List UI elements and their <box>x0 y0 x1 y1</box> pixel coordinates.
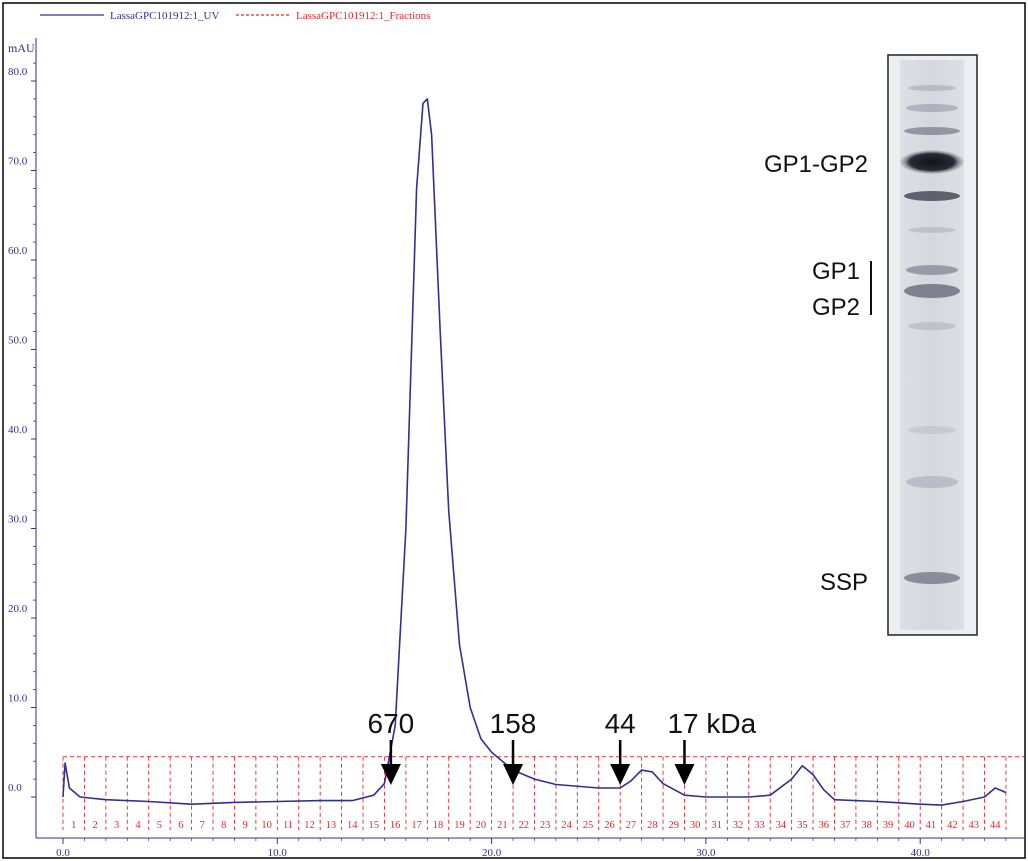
fraction-label: 3 <box>114 820 119 831</box>
gel-band <box>906 476 958 488</box>
fraction-label: 1 <box>71 820 76 831</box>
fraction-label: 13 <box>326 820 337 831</box>
fraction-label: 5 <box>157 820 162 831</box>
x-ticks: 0.0 10.0 20.0 30.0 40.0 <box>56 838 1007 859</box>
fraction-label: 43 <box>969 820 980 831</box>
y-axis-label: mAU <box>8 41 35 55</box>
gel-band <box>904 127 960 135</box>
fraction-label: 11 <box>283 820 293 831</box>
marker-label: 17 kDa <box>667 708 756 739</box>
fraction-label: 38 <box>861 820 872 831</box>
fraction-label: 16 <box>390 820 401 831</box>
marker-label: 44 <box>605 708 636 739</box>
y-ticks: 0.0 10.0 20.0 30.0 40.0 50.0 60.0 70.0 80.0 <box>8 62 36 798</box>
gel-band <box>908 322 956 330</box>
gel-lane <box>900 60 964 630</box>
fraction-label: 25 <box>583 820 594 831</box>
fraction-label: 12 <box>304 820 315 831</box>
gel-band-gp1-gp2 <box>900 150 964 174</box>
legend: LassaGPC101912:1_UV LassaGPC101912:1_Fra… <box>40 10 430 22</box>
gel-label-gp1-gp2: GP1-GP2 <box>764 151 868 178</box>
fraction-label: 18 <box>433 820 444 831</box>
fraction-label: 23 <box>540 820 551 831</box>
fraction-label: 6 <box>178 820 183 831</box>
marker-arrow-head <box>380 764 401 785</box>
fraction-label: 29 <box>669 820 680 831</box>
fraction-label: 2 <box>93 820 98 831</box>
gel-label-ssp: SSP <box>820 569 868 596</box>
fraction-label: 20 <box>476 820 487 831</box>
y-tick-label: 10.0 <box>8 693 28 705</box>
uv-series-line <box>62 98 1007 806</box>
fraction-label: 41 <box>926 820 937 831</box>
fraction-label: 14 <box>347 820 358 831</box>
x-tick-label: 10.0 <box>268 847 288 859</box>
marker-arrow-head <box>674 764 695 785</box>
gel-inset: GP1-GP2 GP1 GP2 SSP <box>764 54 978 636</box>
fraction-label: 34 <box>776 820 787 831</box>
marker-arrow-head <box>503 764 524 785</box>
y-tick-label: 30.0 <box>8 514 28 526</box>
fraction-label: 15 <box>368 820 379 831</box>
fraction-label: 19 <box>454 820 465 831</box>
fraction-label: 26 <box>604 820 615 831</box>
fraction-markers: 1 2 3 4 5 6 7 8 9 10 11 12 13 14 15 16 17 18 19 20 21 22 23 24 2… <box>62 756 1024 831</box>
fraction-label: 40 <box>904 820 915 831</box>
x-tick-label: 40.0 <box>911 847 931 859</box>
marker-arrow-head <box>610 764 631 785</box>
gel-band-gp2 <box>904 284 960 298</box>
fraction-label: 35 <box>797 820 808 831</box>
fraction-label: 39 <box>883 820 894 831</box>
fraction-label: 9 <box>243 820 248 831</box>
fraction-label: 21 <box>497 820 508 831</box>
y-tick-label: 50.0 <box>8 335 28 347</box>
fraction-label: 27 <box>626 820 637 831</box>
gel-label-gp2: GP2 <box>812 294 860 321</box>
x-tick-label: 0.0 <box>56 847 70 859</box>
fraction-label: 30 <box>690 820 701 831</box>
fraction-label: 44 <box>990 820 1001 831</box>
y-tick-label: 60.0 <box>8 245 28 257</box>
gel-band-ssp <box>904 572 960 584</box>
gel-band <box>906 104 958 112</box>
y-tick-label: 80.0 <box>8 66 28 78</box>
gel-band <box>908 426 956 434</box>
gel-band <box>908 85 956 91</box>
size-markers: 670 158 44 17 kDa <box>368 708 757 785</box>
marker-label: 158 <box>490 708 537 739</box>
fraction-label: 17 <box>411 820 422 831</box>
fraction-label: 10 <box>261 820 272 831</box>
y-tick-label: 70.0 <box>8 156 28 168</box>
fraction-label: 7 <box>200 820 205 831</box>
x-tick-label: 20.0 <box>482 847 502 859</box>
marker-label: 670 <box>368 708 415 739</box>
y-tick-label: 20.0 <box>8 603 28 615</box>
y-tick-label: 40.0 <box>8 424 28 436</box>
y-tick-label: 0.0 <box>8 782 22 794</box>
fraction-label: 31 <box>711 820 722 831</box>
fraction-label: 8 <box>221 820 226 831</box>
fraction-label: 22 <box>518 820 529 831</box>
fraction-label: 33 <box>754 820 765 831</box>
x-tick-label: 30.0 <box>696 847 716 859</box>
legend-uv-label: LassaGPC101912:1_UV <box>110 10 219 22</box>
fraction-label: 42 <box>947 820 958 831</box>
fraction-label: 4 <box>135 820 141 831</box>
fraction-label: 37 <box>840 820 851 831</box>
gel-band <box>908 227 956 233</box>
legend-fractions-label: LassaGPC101912:1_Fractions <box>296 10 430 22</box>
gel-band <box>904 191 960 201</box>
gel-band-gp1 <box>906 265 958 275</box>
fraction-label: 24 <box>561 820 572 831</box>
fraction-label: 36 <box>819 820 830 831</box>
fraction-label: 32 <box>733 820 744 831</box>
fraction-label: 28 <box>647 820 658 831</box>
gel-label-gp1: GP1 <box>812 258 860 285</box>
